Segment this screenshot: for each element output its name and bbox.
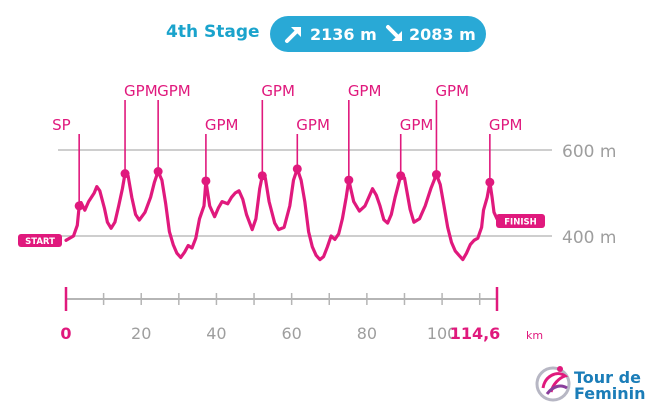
- descent-value: 2083 m: [409, 25, 476, 44]
- gpm-label: GPM: [157, 82, 191, 100]
- elevation-profile-line: [64, 167, 499, 262]
- gpm-point-dot: [485, 177, 495, 187]
- gpm-point-dot: [201, 176, 211, 186]
- elevation-summary-pill: 2136 m 2083 m: [270, 16, 486, 52]
- ascent-value: 2136 m: [310, 25, 377, 44]
- logo-text: Tour de Feminin: [574, 370, 646, 402]
- x-tick-label: 114,6: [450, 324, 501, 343]
- gpm-label: GPM: [400, 116, 434, 134]
- gpm-point-dot: [344, 175, 354, 185]
- gpm-label: GPM: [261, 82, 295, 100]
- gpm-point-dot: [120, 169, 130, 179]
- x-tick-label: 0: [60, 324, 71, 343]
- gpm-label: GPM: [435, 82, 469, 100]
- logo-line1: Tour de: [574, 368, 641, 387]
- arrow-down-right-icon: [386, 25, 402, 41]
- start-tag: [18, 234, 62, 247]
- x-tick-label: 60: [281, 324, 301, 343]
- arrow-up-right-icon: [285, 27, 301, 43]
- x-tick-label: 20: [131, 324, 151, 343]
- x-tick-label: 80: [357, 324, 377, 343]
- gpm-point-dot: [257, 171, 267, 181]
- gpm-label: GPM: [489, 116, 523, 134]
- gpm-point-dot: [396, 171, 406, 181]
- logo-line2: Feminin: [574, 384, 646, 403]
- gpm-label: GPM: [205, 116, 239, 134]
- finish-label: FINISH: [504, 218, 536, 228]
- gpm-point-dot: [431, 170, 441, 180]
- finish-tag: [496, 214, 545, 228]
- sprint-label: SP: [52, 116, 71, 134]
- gpm-label: GPM: [124, 82, 158, 100]
- gpm-point-dot: [153, 167, 163, 176]
- tour-de-feminin-logo-icon: [535, 366, 571, 402]
- x-tick-label: 40: [206, 324, 226, 343]
- sprint-point-dot: [74, 201, 84, 211]
- gpm-point-dot: [292, 164, 302, 174]
- y-tick-label: 400 m: [562, 228, 616, 248]
- gpm-label: GPM: [348, 82, 382, 100]
- start-label: START: [25, 237, 55, 247]
- stage-title: 4th Stage: [166, 22, 260, 42]
- gpm-label: GPM: [296, 116, 330, 134]
- x-unit-label: km: [526, 329, 543, 342]
- y-tick-label: 600 m: [562, 142, 616, 162]
- x-tick-label: 100: [427, 324, 458, 343]
